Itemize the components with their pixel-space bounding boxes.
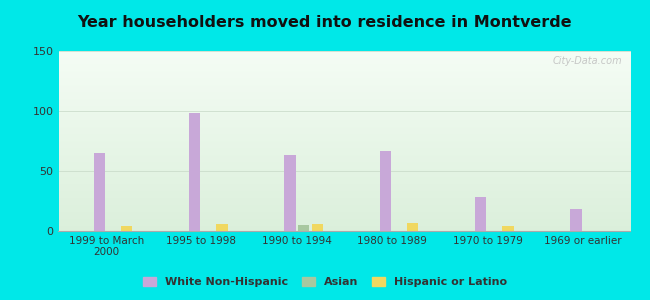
Bar — [502, 226, 514, 231]
Bar — [380, 151, 391, 231]
Bar — [312, 224, 323, 231]
Bar — [94, 153, 105, 231]
Bar — [121, 226, 133, 231]
Bar — [216, 224, 228, 231]
Bar — [298, 225, 309, 231]
Legend: White Non-Hispanic, Asian, Hispanic or Latino: White Non-Hispanic, Asian, Hispanic or L… — [138, 272, 512, 291]
Bar — [570, 209, 582, 231]
Bar — [475, 197, 486, 231]
Bar — [407, 223, 419, 231]
Text: City-Data.com: City-Data.com — [552, 56, 622, 66]
Text: Year householders moved into residence in Montverde: Year householders moved into residence i… — [78, 15, 572, 30]
Bar — [189, 113, 200, 231]
Bar — [284, 155, 296, 231]
